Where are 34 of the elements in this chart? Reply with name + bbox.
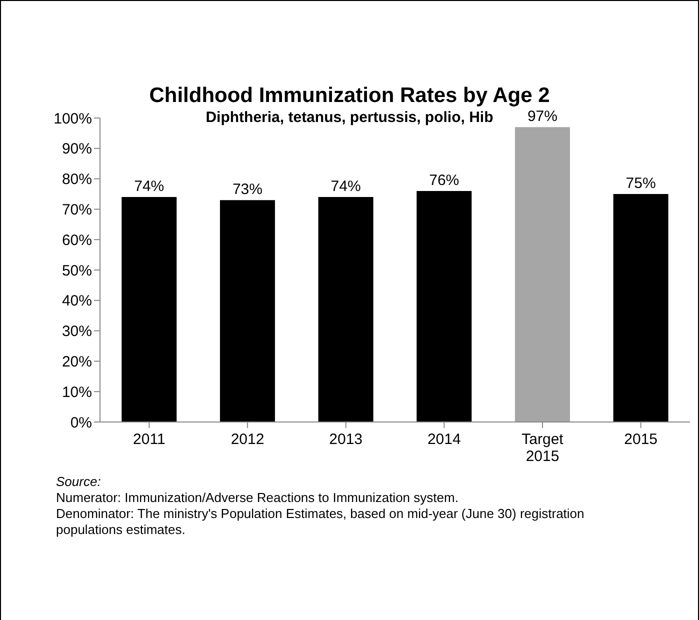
data-label: 75% <box>626 175 656 192</box>
data-label: 73% <box>232 181 262 198</box>
y-tick-label: 80% <box>62 171 92 188</box>
x-tick-label: 2015 <box>624 431 658 448</box>
bar <box>318 197 374 422</box>
data-label: 74% <box>330 178 361 196</box>
bar <box>220 200 275 422</box>
bar <box>416 190 472 422</box>
y-tick-label: 0% <box>70 414 92 432</box>
bar <box>514 127 570 422</box>
y-tick-label: 20% <box>62 354 92 371</box>
y-tick-label: 40% <box>62 292 92 310</box>
x-tick-label: 2014 <box>427 431 461 448</box>
source-note: Source: <box>56 474 102 490</box>
chart-subtitle: Diphtheria, tetanus, pertussis, polio, Hib <box>206 109 494 126</box>
x-tick-label: Target 2015 <box>522 431 564 465</box>
bar <box>613 194 668 422</box>
data-label: 76% <box>429 172 460 189</box>
y-tick-label: 50% <box>62 262 92 280</box>
y-tick-label: 10% <box>62 384 92 401</box>
text: Numerator: Immunization/Adverse Reactions to Immunization system. <box>56 490 460 506</box>
x-tick-label: 2013 <box>329 431 363 448</box>
x-tick-label: 2012 <box>230 431 264 448</box>
data-label: 97% <box>527 108 558 126</box>
chart-title: Childhood Immunization Rates by Age 2 <box>148 84 551 108</box>
y-tick-label: 90% <box>62 140 92 158</box>
x-tick-label: 2011 <box>133 431 166 448</box>
data-label: 74% <box>134 178 164 196</box>
y-tick-label: 70% <box>62 202 92 219</box>
bar <box>122 197 177 422</box>
y-tick-label: 60% <box>62 232 92 249</box>
text: Denominator: The ministry's Population Estimates, based on mid-year (June 30) registration populations estimates. <box>56 506 586 538</box>
y-tick-label: 30% <box>62 323 92 340</box>
y-tick-label: 100% <box>54 110 92 128</box>
